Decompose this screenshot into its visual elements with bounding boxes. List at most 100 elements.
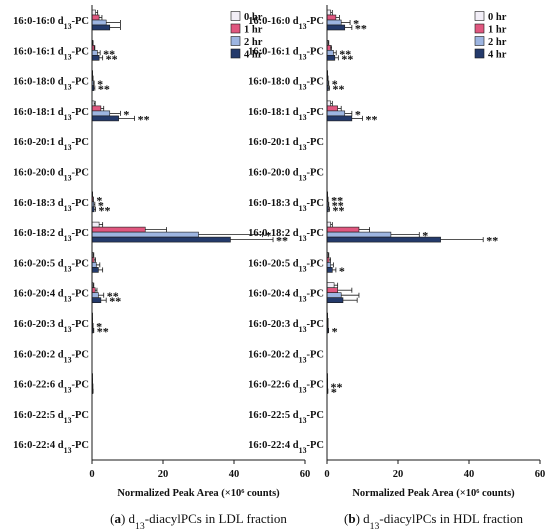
bar xyxy=(326,44,331,51)
category-label: 16:0-22:4 d13-PC xyxy=(248,440,324,455)
significance-marker: * xyxy=(353,17,359,31)
bar xyxy=(91,115,119,122)
category-label: 16:0-20:0 d13-PC xyxy=(13,168,89,183)
significance-marker: ** xyxy=(341,52,353,66)
legend-label: 1 hr xyxy=(488,25,507,36)
bar xyxy=(91,9,96,16)
legend-swatch xyxy=(474,23,485,34)
x-tick-label: 20 xyxy=(393,469,404,480)
x-tick-label: 0 xyxy=(89,469,94,480)
significance-marker: ** xyxy=(97,325,109,339)
significance-marker: ** xyxy=(99,203,111,217)
category-label: 16:0-18:0 d13-PC xyxy=(13,77,89,92)
bar xyxy=(326,297,344,304)
x-tick-label: 0 xyxy=(324,469,329,480)
category-label: 16:0-22:5 d13-PC xyxy=(248,410,324,425)
bar xyxy=(91,236,231,243)
bar xyxy=(326,110,346,117)
significance-marker: ** xyxy=(339,47,351,61)
x-axis-title: Normalized Peak Area (×10⁶ counts) xyxy=(117,488,280,499)
significance-marker: ** xyxy=(332,198,344,212)
legend-swatch xyxy=(230,36,241,46)
category-label: 16:0-22:6 d13-PC xyxy=(13,380,89,395)
category-label: 16:0-18:0 d13-PC xyxy=(248,77,324,92)
legend-swatch xyxy=(230,48,241,59)
x-tick-label: 60 xyxy=(300,469,311,480)
category-label: 16:0-20:5 d13-PC xyxy=(248,258,324,273)
category-label: 16:0-18:1 d13-PC xyxy=(248,107,324,122)
x-tick-label: 60 xyxy=(535,469,546,480)
category-label: 16:0-16:1 d13-PC xyxy=(13,46,89,61)
legend-swatch xyxy=(474,36,485,46)
category-label: 16:0-20:3 d13-PC xyxy=(13,319,89,334)
significance-marker: * xyxy=(97,77,103,91)
significance-marker: * xyxy=(123,107,129,121)
legend-swatch xyxy=(474,11,485,21)
category-label: 16:0-20:0 d13-PC xyxy=(248,168,324,183)
bar xyxy=(91,221,100,228)
significance-marker: ** xyxy=(138,112,150,126)
bar xyxy=(91,297,102,304)
legend-swatch xyxy=(230,11,241,21)
category-label: 16:0-18:1 d13-PC xyxy=(13,107,89,122)
significance-marker: * xyxy=(332,325,338,339)
category-label: 16:0-22:6 d13-PC xyxy=(248,380,324,395)
panel-caption: (b) d13-diacylPCs in HDL fraction xyxy=(344,511,523,531)
bar xyxy=(326,49,334,56)
significance-marker: ** xyxy=(109,294,121,308)
x-tick-label: 20 xyxy=(158,469,169,480)
significance-marker: * xyxy=(265,229,271,243)
panel-hdl-chart: 16:0-16:0 d13-PC 16:0-16:1 d13-PC 16:0-18:… xyxy=(248,5,545,531)
category-label: 16:0-22:4 d13-PC xyxy=(13,440,89,455)
x-axis-title: Normalized Peak Area (×10⁶ counts) xyxy=(352,488,515,499)
bar xyxy=(326,226,360,233)
bar xyxy=(91,49,98,56)
significance-marker: * xyxy=(355,107,361,121)
legend-label: 4 hr xyxy=(244,50,263,61)
significance-marker: ** xyxy=(331,380,343,394)
panel-caption: (a) d13-diacylPCs in LDL fraction xyxy=(110,511,287,531)
legend-label: 2 hr xyxy=(244,37,263,48)
category-label: 16:0-18:2 d13-PC xyxy=(248,228,324,243)
significance-marker: ** xyxy=(366,112,378,126)
bar xyxy=(91,262,97,268)
significance-marker: * xyxy=(98,198,104,212)
legend-label: 2 hr xyxy=(488,37,507,48)
category-label: 16:0-18:3 d13-PC xyxy=(13,198,89,213)
bar xyxy=(91,105,102,112)
significance-marker: * xyxy=(339,264,345,278)
bar xyxy=(91,110,111,117)
significance-marker: ** xyxy=(355,22,367,36)
category-label: 16:0-16:0 d13-PC xyxy=(13,16,89,31)
significance-marker: ** xyxy=(106,52,118,66)
significance-marker: * xyxy=(96,193,102,207)
bar xyxy=(91,54,100,61)
significance-marker: * xyxy=(332,77,338,91)
legend-swatch xyxy=(230,23,241,34)
x-tick-label: 40 xyxy=(464,469,475,480)
bar xyxy=(326,282,335,289)
bar xyxy=(91,267,99,273)
bar xyxy=(326,231,392,238)
legend-label: 0 hr xyxy=(488,12,507,23)
legend-label: 0 hr xyxy=(244,12,263,23)
bar xyxy=(326,292,342,299)
bar xyxy=(91,14,100,21)
bar xyxy=(326,9,331,16)
bar xyxy=(326,54,336,61)
category-label: 16:0-20:4 d13-PC xyxy=(13,289,89,304)
category-label: 16:0-20:1 d13-PC xyxy=(248,137,324,152)
significance-marker: ** xyxy=(486,234,498,248)
category-label: 16:0-20:1 d13-PC xyxy=(13,137,89,152)
category-label: 16:0-16:1 d13-PC xyxy=(248,46,324,61)
significance-marker: * xyxy=(96,320,102,334)
bar xyxy=(326,262,331,268)
legend-swatch xyxy=(474,48,485,59)
significance-marker: ** xyxy=(276,234,288,248)
bar xyxy=(326,14,337,21)
bar xyxy=(326,105,338,112)
significance-marker: ** xyxy=(98,82,110,96)
bar xyxy=(326,115,353,122)
significance-marker: ** xyxy=(103,47,115,61)
category-label: 16:0-16:0 d13-PC xyxy=(248,16,324,31)
